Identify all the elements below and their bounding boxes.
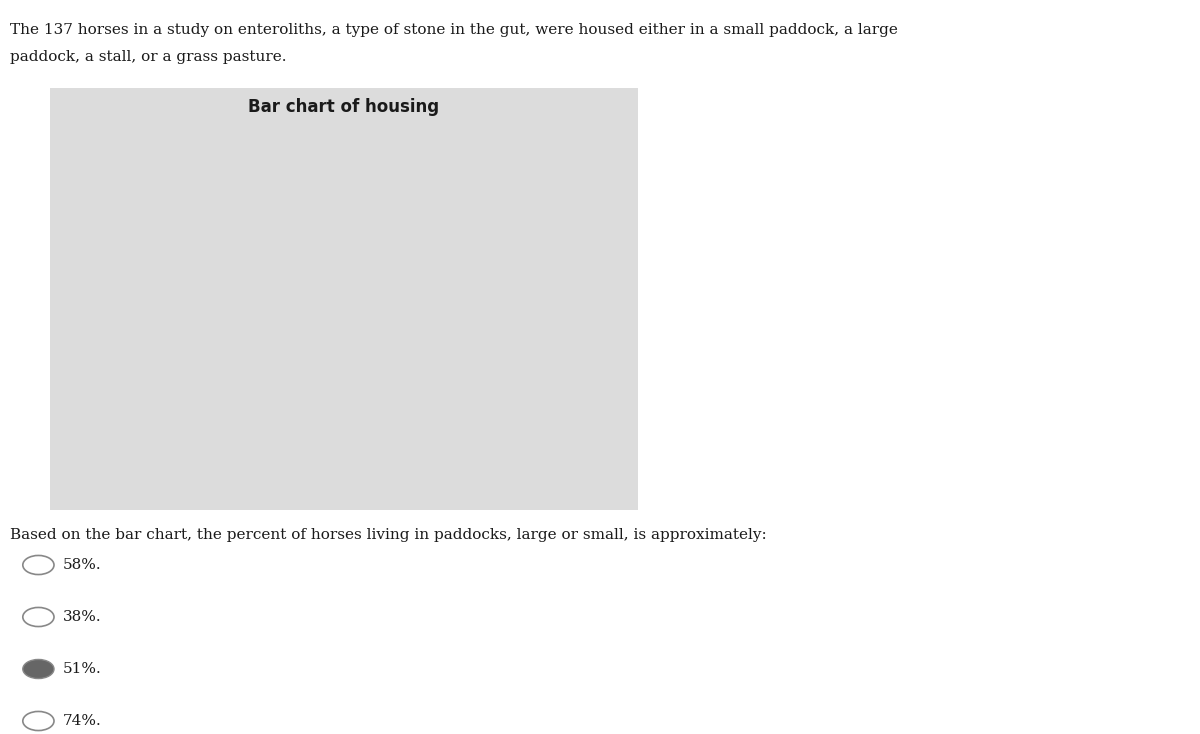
Bar (395, 296, 462, 465)
Text: 58%.: 58%. (62, 558, 101, 572)
Text: Bar chart of housing: Bar chart of housing (248, 98, 439, 115)
X-axis label: Housing: Housing (325, 491, 397, 505)
Bar (528, 326, 595, 465)
Bar (262, 265, 328, 465)
Y-axis label: Count: Count (55, 277, 70, 320)
Text: Based on the bar chart, the percent of horses living in paddocks, large or small: Based on the bar chart, the percent of h… (10, 528, 767, 542)
Bar (128, 150, 194, 465)
Text: 51%.: 51%. (62, 662, 101, 676)
Text: paddock, a stall, or a grass pasture.: paddock, a stall, or a grass pasture. (10, 50, 286, 64)
Text: 38%.: 38%. (62, 610, 101, 624)
Text: 74%.: 74%. (62, 714, 101, 728)
Text: The 137 horses in a study on enteroliths, a type of stone in the gut, were house: The 137 horses in a study on enteroliths… (10, 23, 898, 37)
